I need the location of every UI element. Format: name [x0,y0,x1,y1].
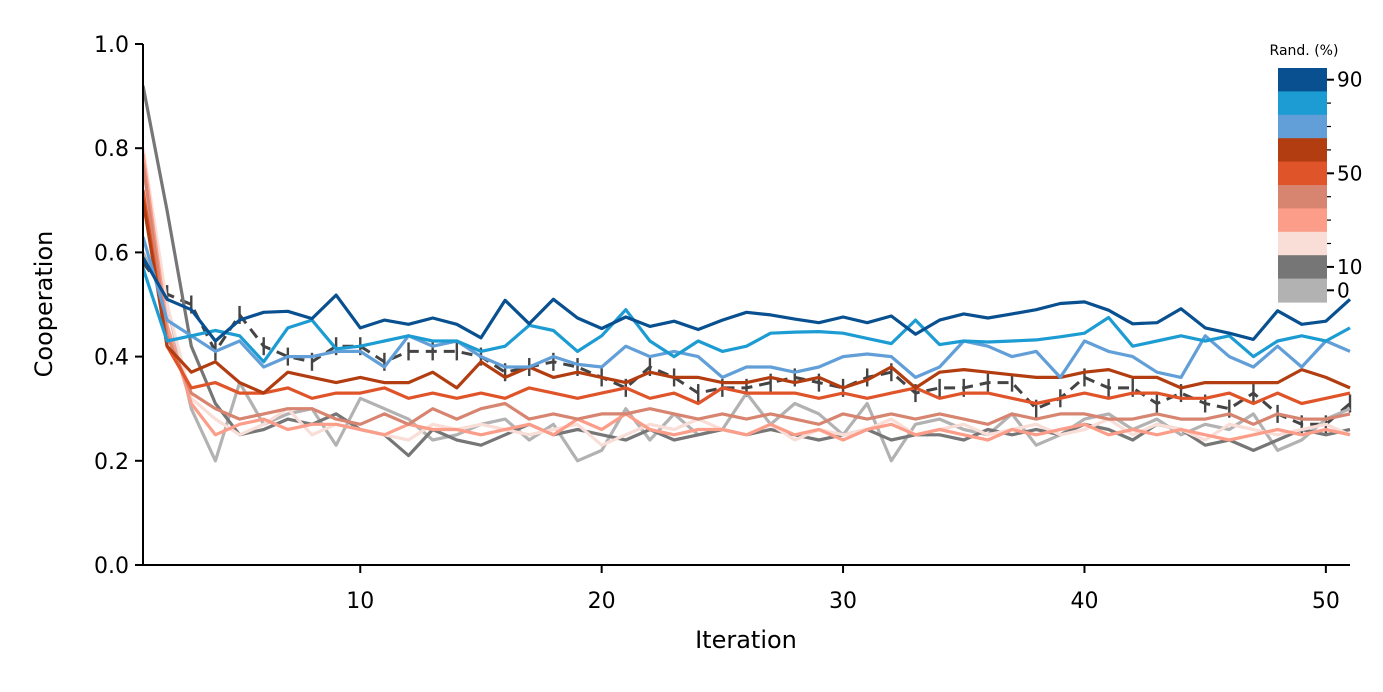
y-tick-label: 0.4 [94,346,129,371]
colorbar-legend: Rand. (%) 90 50 100 [1270,43,1362,303]
colorbar-swatches [1278,68,1327,303]
colorbar-title: Rand. (%) [1270,43,1339,59]
colorbar-swatch [1278,185,1327,209]
series-line-4 [143,189,1351,406]
colorbar-swatch [1278,114,1327,139]
plot-area [143,85,1352,463]
y-axis-title: Cooperation [30,231,58,378]
series-line-1 [143,267,1351,364]
colorbar-swatch [1278,255,1327,280]
y-tick-label: 0.2 [94,450,129,475]
colorbar-swatch [1278,231,1327,256]
series-line-6 [143,153,1351,442]
colorbar-swatch [1278,91,1327,116]
x-axis-title: Iteration [695,626,797,654]
x-ticks: 10 20 30 40 50 [346,565,1340,614]
y-tick-label: 0.6 [94,241,129,266]
x-tick-label: 50 [1312,589,1340,614]
colorbar-swatch [1278,138,1327,163]
colorbar-label: 50 [1337,161,1362,185]
colorbar-swatch [1278,278,1327,303]
x-tick-label: 40 [1070,589,1098,614]
x-tick-label: 20 [588,589,616,614]
colorbar-swatch [1278,208,1327,233]
colorbar-swatch [1278,68,1327,92]
series-line-0 [143,256,1352,343]
series-line-3 [143,200,1351,395]
y-ticks: 0.0 0.2 0.4 0.6 0.8 1.0 [94,33,143,579]
colorbar-label: 0 [1337,278,1350,302]
y-tick-label: 0.8 [94,137,129,162]
colorbar-swatch [1278,161,1327,186]
axes: 10 20 30 40 50 0.00.20.40.60.81.0 Iteration … [30,33,1350,654]
colorbar-label: 10 [1337,255,1362,279]
series-line-8 [143,85,1351,458]
y-tick-label: 0.0 [94,554,129,579]
colorbar-label: 90 [1337,68,1362,92]
colorbar-ticks: 90 50 100 [1327,68,1362,302]
series-line-2 [143,236,1351,379]
x-tick-label: 30 [829,589,857,614]
series-layer [143,85,1352,463]
series-line-10 [143,261,1351,426]
x-tick-label: 10 [346,589,374,614]
y-tick-label: 1.0 [94,33,129,58]
series-line-7 [143,147,1351,447]
series-line-5 [143,163,1351,426]
